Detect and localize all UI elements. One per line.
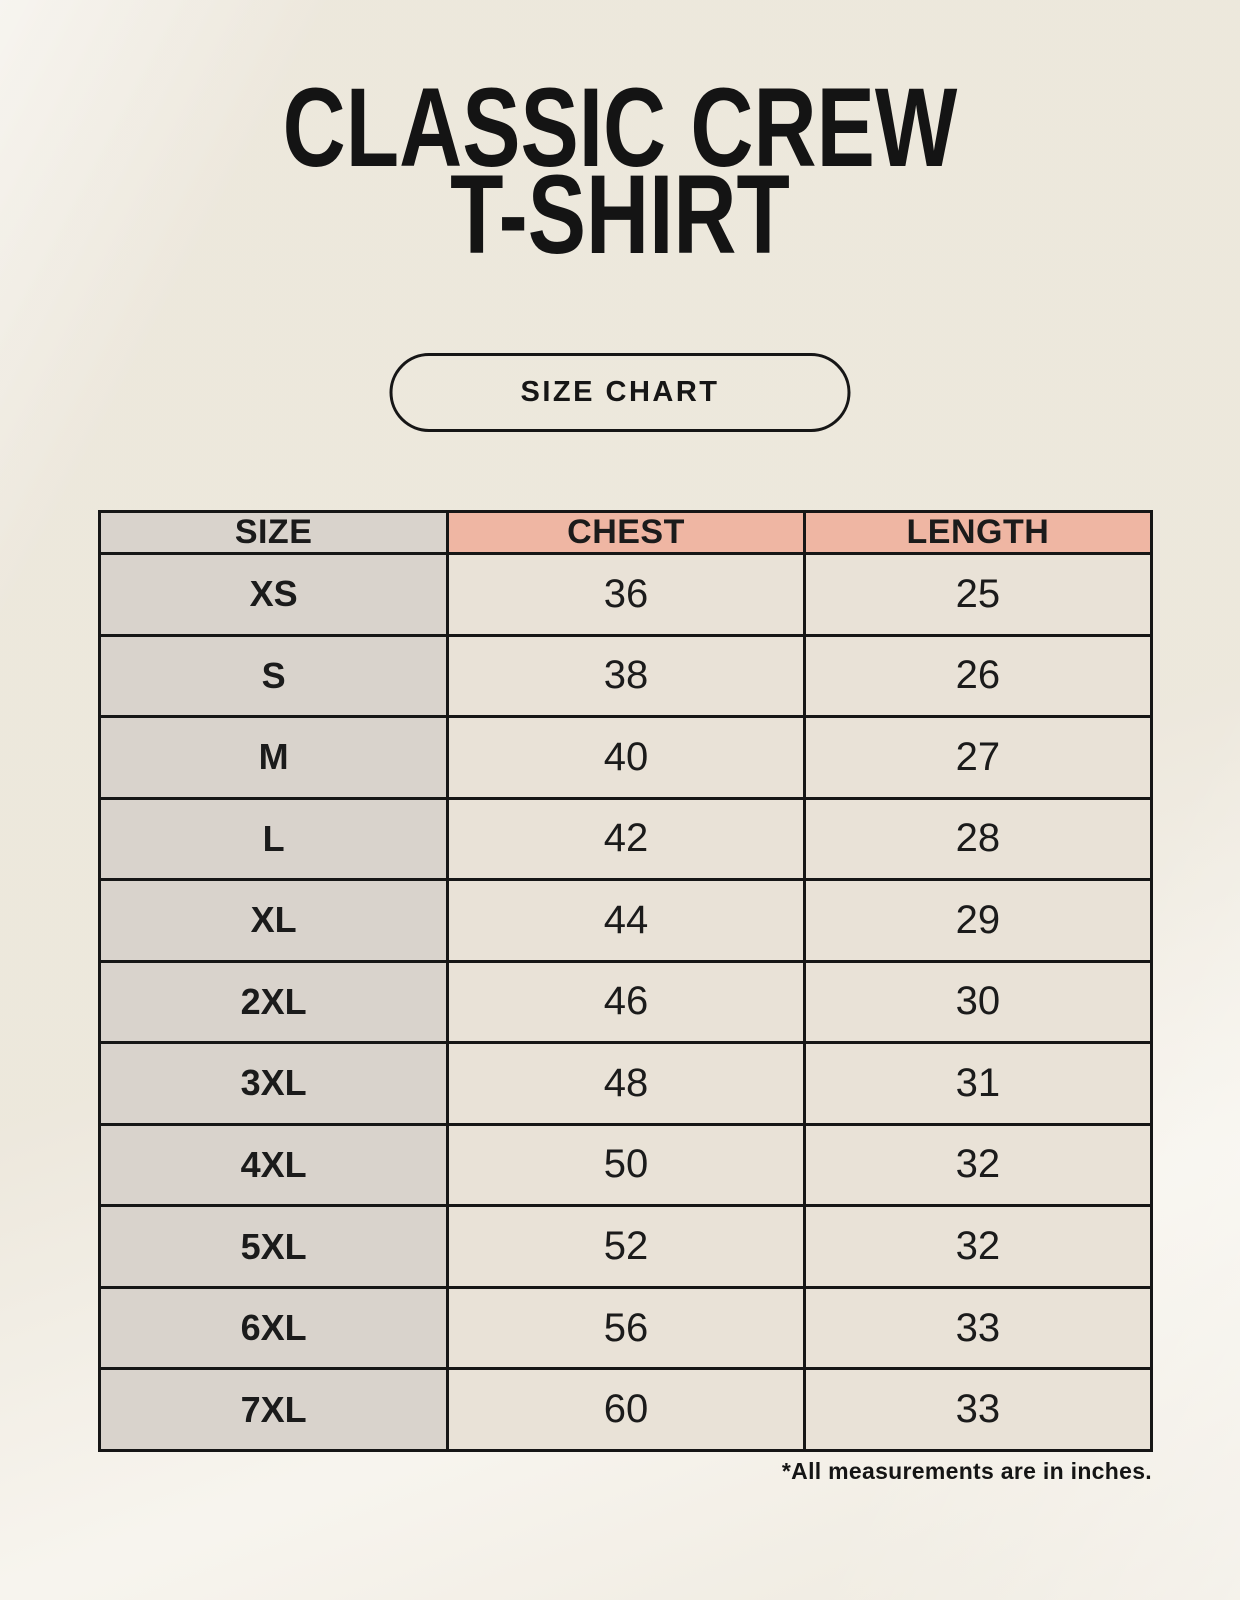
length-value-cell: 27 xyxy=(802,715,1154,800)
size-label-cell: 7XL xyxy=(97,1367,450,1452)
size-chart-button[interactable]: SIZE CHART xyxy=(389,353,851,432)
size-label-cell: M xyxy=(97,715,450,800)
chest-value-cell: 46 xyxy=(446,959,806,1045)
chest-value-cell: 48 xyxy=(446,1041,806,1126)
size-label-cell: L xyxy=(97,796,450,882)
table-row: M 40 27 xyxy=(97,715,1154,800)
size-label-cell: XS xyxy=(97,552,450,637)
length-value-cell: 33 xyxy=(802,1367,1154,1452)
table-row: 4XL 50 32 xyxy=(97,1122,1154,1208)
length-value-cell: 28 xyxy=(802,796,1154,882)
length-value-cell: 26 xyxy=(802,633,1154,719)
chest-value-cell: 38 xyxy=(446,633,806,719)
table-header-row: SIZE CHEST LENGTH xyxy=(97,510,1154,555)
length-value-cell: 29 xyxy=(802,878,1154,963)
chest-value-cell: 40 xyxy=(446,715,806,800)
table-row: 7XL 60 33 xyxy=(97,1367,1154,1452)
size-label-cell: 6XL xyxy=(97,1285,450,1371)
chest-value-cell: 44 xyxy=(446,878,806,963)
size-label-cell: 2XL xyxy=(97,959,450,1045)
table-row: 5XL 52 32 xyxy=(97,1204,1154,1289)
page-title-line1: CLASSIC CREW xyxy=(282,65,958,190)
length-value-cell: 30 xyxy=(802,959,1154,1045)
size-label-cell: 5XL xyxy=(97,1204,450,1289)
column-header-size: SIZE xyxy=(97,510,450,555)
column-header-length: LENGTH xyxy=(802,510,1154,555)
length-value-cell: 25 xyxy=(802,552,1154,637)
length-value-cell: 31 xyxy=(802,1041,1154,1126)
table-row: S 38 26 xyxy=(97,633,1154,719)
size-label-cell: S xyxy=(97,633,450,719)
size-chart-button-label: SIZE CHART xyxy=(520,376,720,408)
table-row: 2XL 46 30 xyxy=(97,959,1154,1045)
table-row: 3XL 48 31 xyxy=(97,1041,1154,1126)
measurements-footnote: *All measurements are in inches. xyxy=(781,1458,1152,1484)
size-label-cell: XL xyxy=(97,878,450,963)
table-row: XL 44 29 xyxy=(97,878,1154,963)
size-table-body: XS 36 25 S 38 26 M 40 27 L 42 28 XL 44 29 2XL 46 30 3XL 48 3… xyxy=(97,552,1154,1452)
chest-value-cell: 42 xyxy=(446,796,806,882)
size-label-cell: 4XL xyxy=(97,1122,450,1208)
chest-value-cell: 60 xyxy=(446,1367,806,1452)
chest-value-cell: 56 xyxy=(446,1285,806,1371)
table-row: 6XL 56 33 xyxy=(97,1285,1154,1371)
size-table: SIZE CHEST LENGTH XS 36 25 S 38 26 M 40 27 L 42 28 X… xyxy=(97,510,1154,1452)
chest-value-cell: 50 xyxy=(446,1122,806,1208)
chest-value-cell: 52 xyxy=(446,1204,806,1289)
table-row: L 42 28 xyxy=(97,796,1154,882)
column-header-chest: CHEST xyxy=(446,510,806,555)
table-row: XS 36 25 xyxy=(97,552,1154,637)
page-title: CLASSIC CREW T-SHIRT xyxy=(136,65,1103,277)
page-title-line2: T-SHIRT xyxy=(450,152,790,277)
length-value-cell: 33 xyxy=(802,1285,1154,1371)
chest-value-cell: 36 xyxy=(446,552,806,637)
size-label-cell: 3XL xyxy=(97,1041,450,1126)
length-value-cell: 32 xyxy=(802,1122,1154,1208)
length-value-cell: 32 xyxy=(802,1204,1154,1289)
